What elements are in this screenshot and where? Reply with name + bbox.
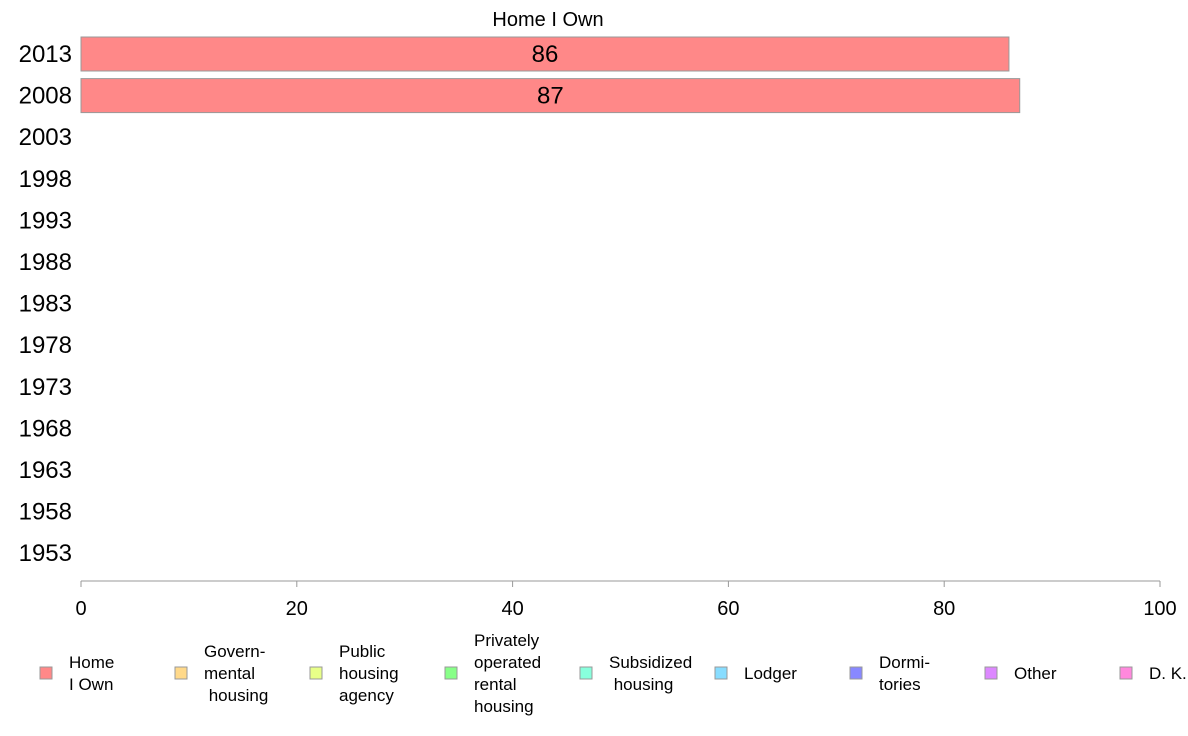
legend-swatch-icon	[984, 666, 998, 680]
legend-item: Privately operated rental housing	[444, 631, 541, 716]
legend-label: Other	[1014, 664, 1057, 683]
legend-swatch-icon	[714, 666, 728, 680]
y-tick-label: 1983	[19, 291, 72, 318]
legend-label: Subsidized	[609, 653, 692, 672]
legend-swatch-icon	[849, 666, 863, 680]
legend-label: rental	[474, 675, 517, 694]
x-axis: 0 20 40 60 80 100	[75, 580, 1177, 620]
legend-label: tories	[879, 675, 921, 694]
x-tick-label: 20	[286, 598, 308, 620]
y-tick-label: 1998	[19, 166, 72, 193]
y-tick-label: 1958	[19, 499, 72, 526]
x-tick-label: 80	[933, 598, 955, 620]
legend: Home I Own Govern-mental housing Public hous…	[39, 631, 1187, 716]
chart-title: Home I Own	[492, 9, 603, 31]
legend-item: Dormi-tories	[849, 653, 930, 694]
legend-label: D. K.	[1149, 664, 1187, 683]
data-label: 86	[532, 41, 559, 68]
legend-label: mental	[204, 664, 255, 683]
y-tick-label: 2008	[19, 83, 72, 110]
bar	[80, 78, 1021, 114]
legend-item: Other	[984, 664, 1057, 683]
legend-label: Home	[69, 653, 114, 672]
x-tick-label: 60	[717, 598, 739, 620]
y-tick-label: 1988	[19, 249, 72, 276]
y-axis-labels: 2013 2008 2003 1998 1993 1988 1983 1978 1973 1968…	[19, 41, 72, 567]
legend-label: housing	[474, 697, 534, 716]
legend-item: D. K.	[1119, 664, 1187, 683]
legend-swatch-icon	[1119, 666, 1133, 680]
legend-item: Subsidized housing	[579, 653, 692, 694]
y-tick-label: 1953	[19, 540, 72, 567]
y-tick-label: 1963	[19, 457, 72, 484]
y-tick-label: 1968	[19, 415, 72, 442]
legend-swatch-icon	[309, 666, 323, 680]
legend-swatch-icon	[174, 666, 188, 680]
y-tick-label: 1978	[19, 332, 72, 359]
legend-label: Privately	[474, 631, 540, 650]
legend-label: housing	[204, 686, 268, 705]
x-tick-label: 40	[501, 598, 523, 620]
y-tick-label: 2003	[19, 124, 72, 151]
legend-label: housing	[339, 664, 399, 683]
legend-item: Govern-mental housing	[174, 642, 268, 705]
legend-swatch-icon	[39, 666, 53, 680]
y-tick-label: 1973	[19, 374, 72, 401]
bar	[80, 36, 1010, 72]
legend-label: agency	[339, 686, 394, 705]
x-tick-label: 100	[1143, 598, 1176, 620]
legend-item: Lodger	[714, 664, 797, 683]
legend-label: housing	[609, 675, 673, 694]
legend-item: Home I Own	[39, 653, 114, 694]
legend-label: I Own	[69, 675, 113, 694]
legend-label: operated	[474, 653, 541, 672]
y-tick-label: 2013	[19, 41, 72, 68]
y-tick-label: 1993	[19, 207, 72, 234]
legend-label: Dormi-	[879, 653, 930, 672]
legend-label: Lodger	[744, 664, 797, 683]
legend-label: Public	[339, 642, 386, 661]
legend-item: Public housing agency	[309, 642, 399, 705]
data-label: 87	[537, 83, 564, 110]
bars-group: 86 87	[80, 36, 1021, 114]
x-tick-label: 0	[75, 598, 86, 620]
legend-label: Govern-	[204, 642, 265, 661]
legend-swatch-icon	[579, 666, 593, 680]
legend-swatch-icon	[444, 666, 458, 680]
